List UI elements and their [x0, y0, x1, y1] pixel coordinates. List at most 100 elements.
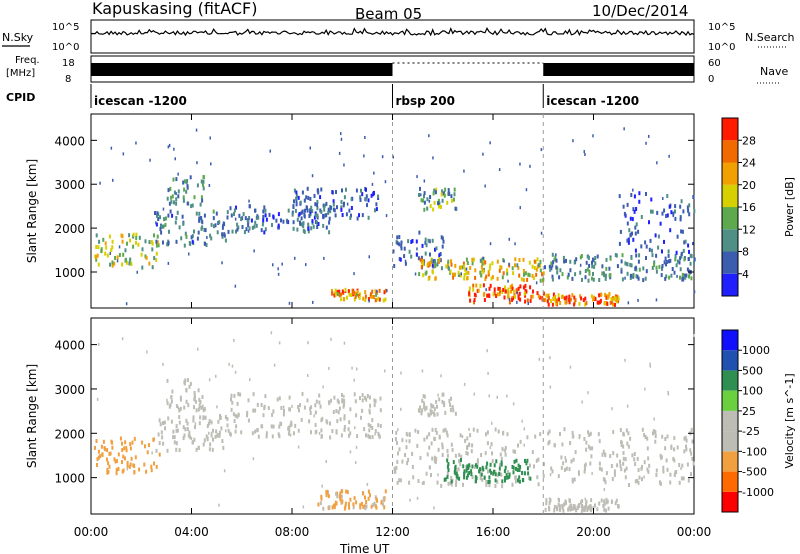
data-cell [423, 207, 426, 212]
data-cell [431, 427, 434, 432]
data-cell [168, 229, 170, 234]
data-cell [584, 302, 587, 307]
data-cell [648, 463, 651, 468]
data-cell [548, 429, 551, 434]
data-cell [186, 184, 189, 189]
data-cell [133, 470, 136, 475]
data-cell [348, 420, 351, 425]
data-cell [598, 501, 601, 506]
data-speck [667, 392, 670, 396]
data-cell [108, 451, 111, 456]
data-cell [288, 395, 291, 400]
data-cell [551, 302, 554, 307]
data-cell [650, 197, 653, 202]
data-cell [463, 472, 466, 476]
data-cell [638, 253, 641, 258]
cpid-label: CPID [6, 91, 35, 104]
data-cell [325, 493, 328, 498]
data-region-0-11 [544, 252, 696, 283]
data-cell [547, 441, 550, 446]
data-cell [293, 199, 295, 204]
data-speck [463, 382, 466, 386]
data-cell [484, 451, 487, 456]
data-speck [328, 366, 330, 370]
data-cell [439, 252, 442, 256]
data-cell [341, 398, 344, 403]
data-cell [153, 256, 156, 261]
data-cell [156, 234, 159, 239]
data-cell [511, 482, 514, 487]
data-cell [441, 453, 444, 457]
data-cell [371, 426, 374, 430]
data-cell [167, 213, 170, 218]
data-cell [340, 297, 343, 302]
data-cell [574, 505, 577, 510]
data-cell [170, 399, 173, 404]
data-cell [379, 424, 382, 428]
data-speck [591, 471, 593, 475]
data-cell [361, 192, 364, 197]
data-cell [125, 445, 128, 450]
data-cell [548, 500, 551, 505]
data-speck [549, 473, 552, 477]
data-cell [625, 466, 628, 471]
data-cell [447, 468, 450, 473]
data-cell [526, 435, 529, 440]
data-cell [282, 219, 285, 224]
data-cell [182, 180, 185, 185]
data-cell [572, 506, 575, 511]
data-cell [271, 412, 274, 417]
data-cell [264, 394, 267, 399]
data-cell [295, 199, 298, 204]
data-cell [526, 298, 529, 303]
data-cell [486, 293, 489, 298]
data-cell [153, 233, 155, 238]
data-cell [444, 187, 447, 192]
data-cell [155, 239, 158, 244]
data-cell [193, 195, 196, 200]
data-cell [475, 479, 477, 484]
data-cell [691, 439, 694, 444]
data-cell [364, 298, 367, 303]
data-cell [644, 435, 647, 439]
data-speck [234, 284, 237, 288]
data-cell [420, 411, 423, 416]
colorbar-label-0: Power [dB] [783, 177, 796, 237]
data-cell [549, 267, 552, 272]
data-cell [170, 195, 173, 200]
data-cell [101, 452, 104, 457]
data-speck [419, 456, 422, 460]
data-speck [488, 394, 490, 398]
data-cell [417, 408, 420, 413]
data-cell [131, 440, 134, 445]
data-cell [256, 402, 259, 407]
data-cell [369, 294, 372, 299]
nsky-line [90, 27, 695, 37]
data-cell [194, 399, 197, 404]
data-cell [565, 295, 568, 300]
data-cell [455, 479, 458, 484]
data-cell [260, 403, 263, 407]
data-cell [661, 211, 664, 216]
data-cell [358, 296, 361, 300]
data-cell [206, 424, 209, 429]
data-speck [253, 249, 255, 253]
data-cell [574, 298, 577, 303]
data-cell [418, 272, 421, 277]
data-cell [217, 419, 220, 424]
data-cell [472, 287, 475, 292]
data-cell [674, 216, 677, 221]
data-cell [498, 292, 501, 297]
data-cell [202, 442, 205, 447]
data-cell [438, 397, 441, 402]
data-speck [507, 279, 509, 283]
data-cell [468, 463, 471, 468]
data-cell [204, 241, 206, 246]
y-tick-label-1-3: 4000 [54, 339, 85, 353]
data-cell [489, 462, 492, 467]
data-speck [579, 263, 582, 267]
data-cell [442, 401, 445, 406]
data-cell [513, 459, 516, 464]
data-speck [208, 378, 211, 382]
data-cell [331, 429, 334, 433]
